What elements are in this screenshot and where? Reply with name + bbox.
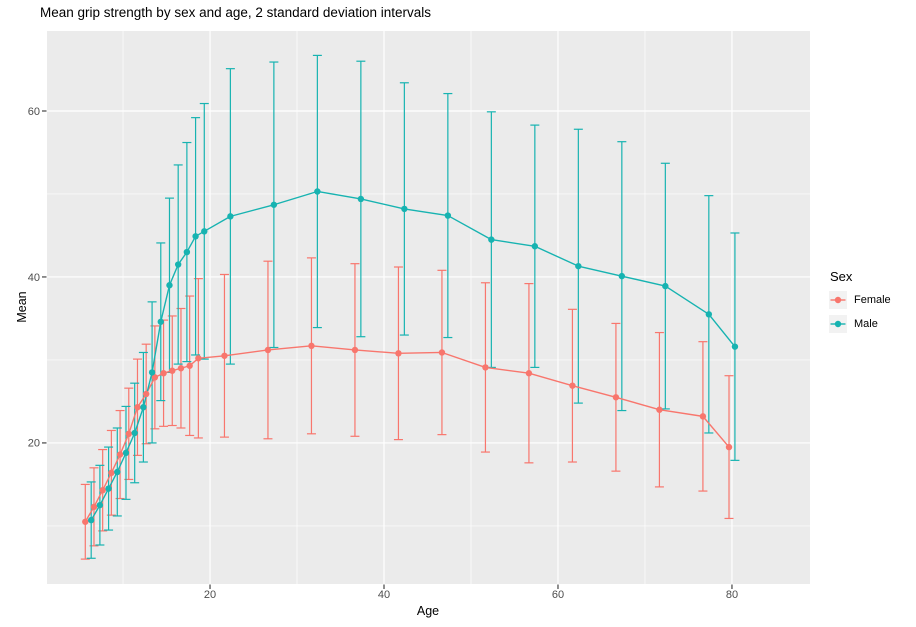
data-point-female (438, 349, 446, 356)
data-point-male (444, 212, 452, 219)
data-point-male (87, 516, 95, 524)
data-point-female (99, 487, 106, 494)
legend-sample-icon (830, 320, 846, 328)
legend-label-female: Female (854, 294, 891, 306)
data-point-male (157, 318, 164, 325)
data-point-male (140, 404, 147, 411)
data-point-male (105, 485, 112, 492)
data-point-male (357, 195, 365, 203)
data-point-female (482, 364, 489, 371)
data-point-female (90, 503, 98, 511)
y-tick-label: 40 (28, 272, 40, 284)
data-point-male (662, 282, 669, 290)
y-tick-label: 60 (28, 106, 40, 118)
data-point-male (531, 243, 539, 250)
x-tick-label: 80 (726, 589, 738, 601)
data-point-male (174, 261, 182, 268)
data-point-male (705, 311, 713, 318)
data-point-female (195, 355, 202, 362)
data-point-male (575, 262, 582, 270)
data-point-female (108, 469, 115, 477)
data-point-female (116, 451, 124, 458)
data-point-female (160, 370, 167, 377)
data-point-male (122, 449, 130, 457)
data-point-female (351, 346, 359, 354)
data-point-male (731, 343, 739, 350)
data-point-male (488, 236, 495, 243)
legend-key-female-icon (829, 291, 847, 309)
data-point-female (612, 394, 620, 401)
y-tick-label: 20 (28, 438, 40, 450)
data-point-female (125, 430, 132, 438)
legend-entry-male: Male (829, 315, 891, 333)
data-point-female (569, 382, 576, 389)
data-point-male (183, 248, 191, 256)
data-point-female (725, 443, 733, 451)
data-point-female (525, 370, 533, 377)
chart-panel (47, 31, 810, 584)
legend: Sex Female Male (829, 269, 891, 339)
legend-label-male: Male (854, 318, 878, 330)
legend-sample-icon (830, 296, 846, 304)
data-point-female (134, 404, 141, 411)
legend-title: Sex (830, 269, 853, 284)
data-point-female (151, 374, 159, 381)
data-point-female (177, 365, 185, 372)
data-point-female (186, 362, 193, 369)
data-point-male (201, 228, 208, 235)
y-axis-label: Mean (15, 291, 29, 323)
data-point-female (82, 518, 89, 525)
data-point-male (314, 188, 321, 195)
data-point-male (148, 369, 156, 376)
data-point-female (656, 406, 663, 413)
data-point-female (308, 342, 315, 350)
data-point-male (401, 205, 408, 213)
data-point-male (192, 233, 199, 240)
legend-entries: Female Male (829, 291, 891, 333)
data-point-female (142, 390, 150, 398)
data-point-female (264, 346, 272, 354)
x-axis-label: Age (416, 604, 440, 618)
data-point-male (96, 501, 104, 509)
data-point-female (699, 413, 707, 420)
data-point-male (227, 213, 234, 220)
data-point-male (270, 201, 278, 208)
data-point-male (166, 282, 173, 289)
chart-title: Mean grip strength by sex and age, 2 sta… (40, 5, 431, 20)
legend-entry-female: Female (829, 291, 891, 309)
data-point-female (169, 367, 176, 374)
data-point-male (618, 272, 626, 280)
data-point-female (221, 352, 228, 359)
data-point-male (114, 468, 121, 476)
legend-key-male-icon (829, 315, 847, 333)
x-tick-label: 20 (204, 589, 216, 601)
x-tick-label: 60 (552, 589, 564, 601)
data-point-male (131, 429, 138, 437)
x-tick-label: 40 (378, 589, 390, 601)
data-point-female (395, 350, 402, 357)
